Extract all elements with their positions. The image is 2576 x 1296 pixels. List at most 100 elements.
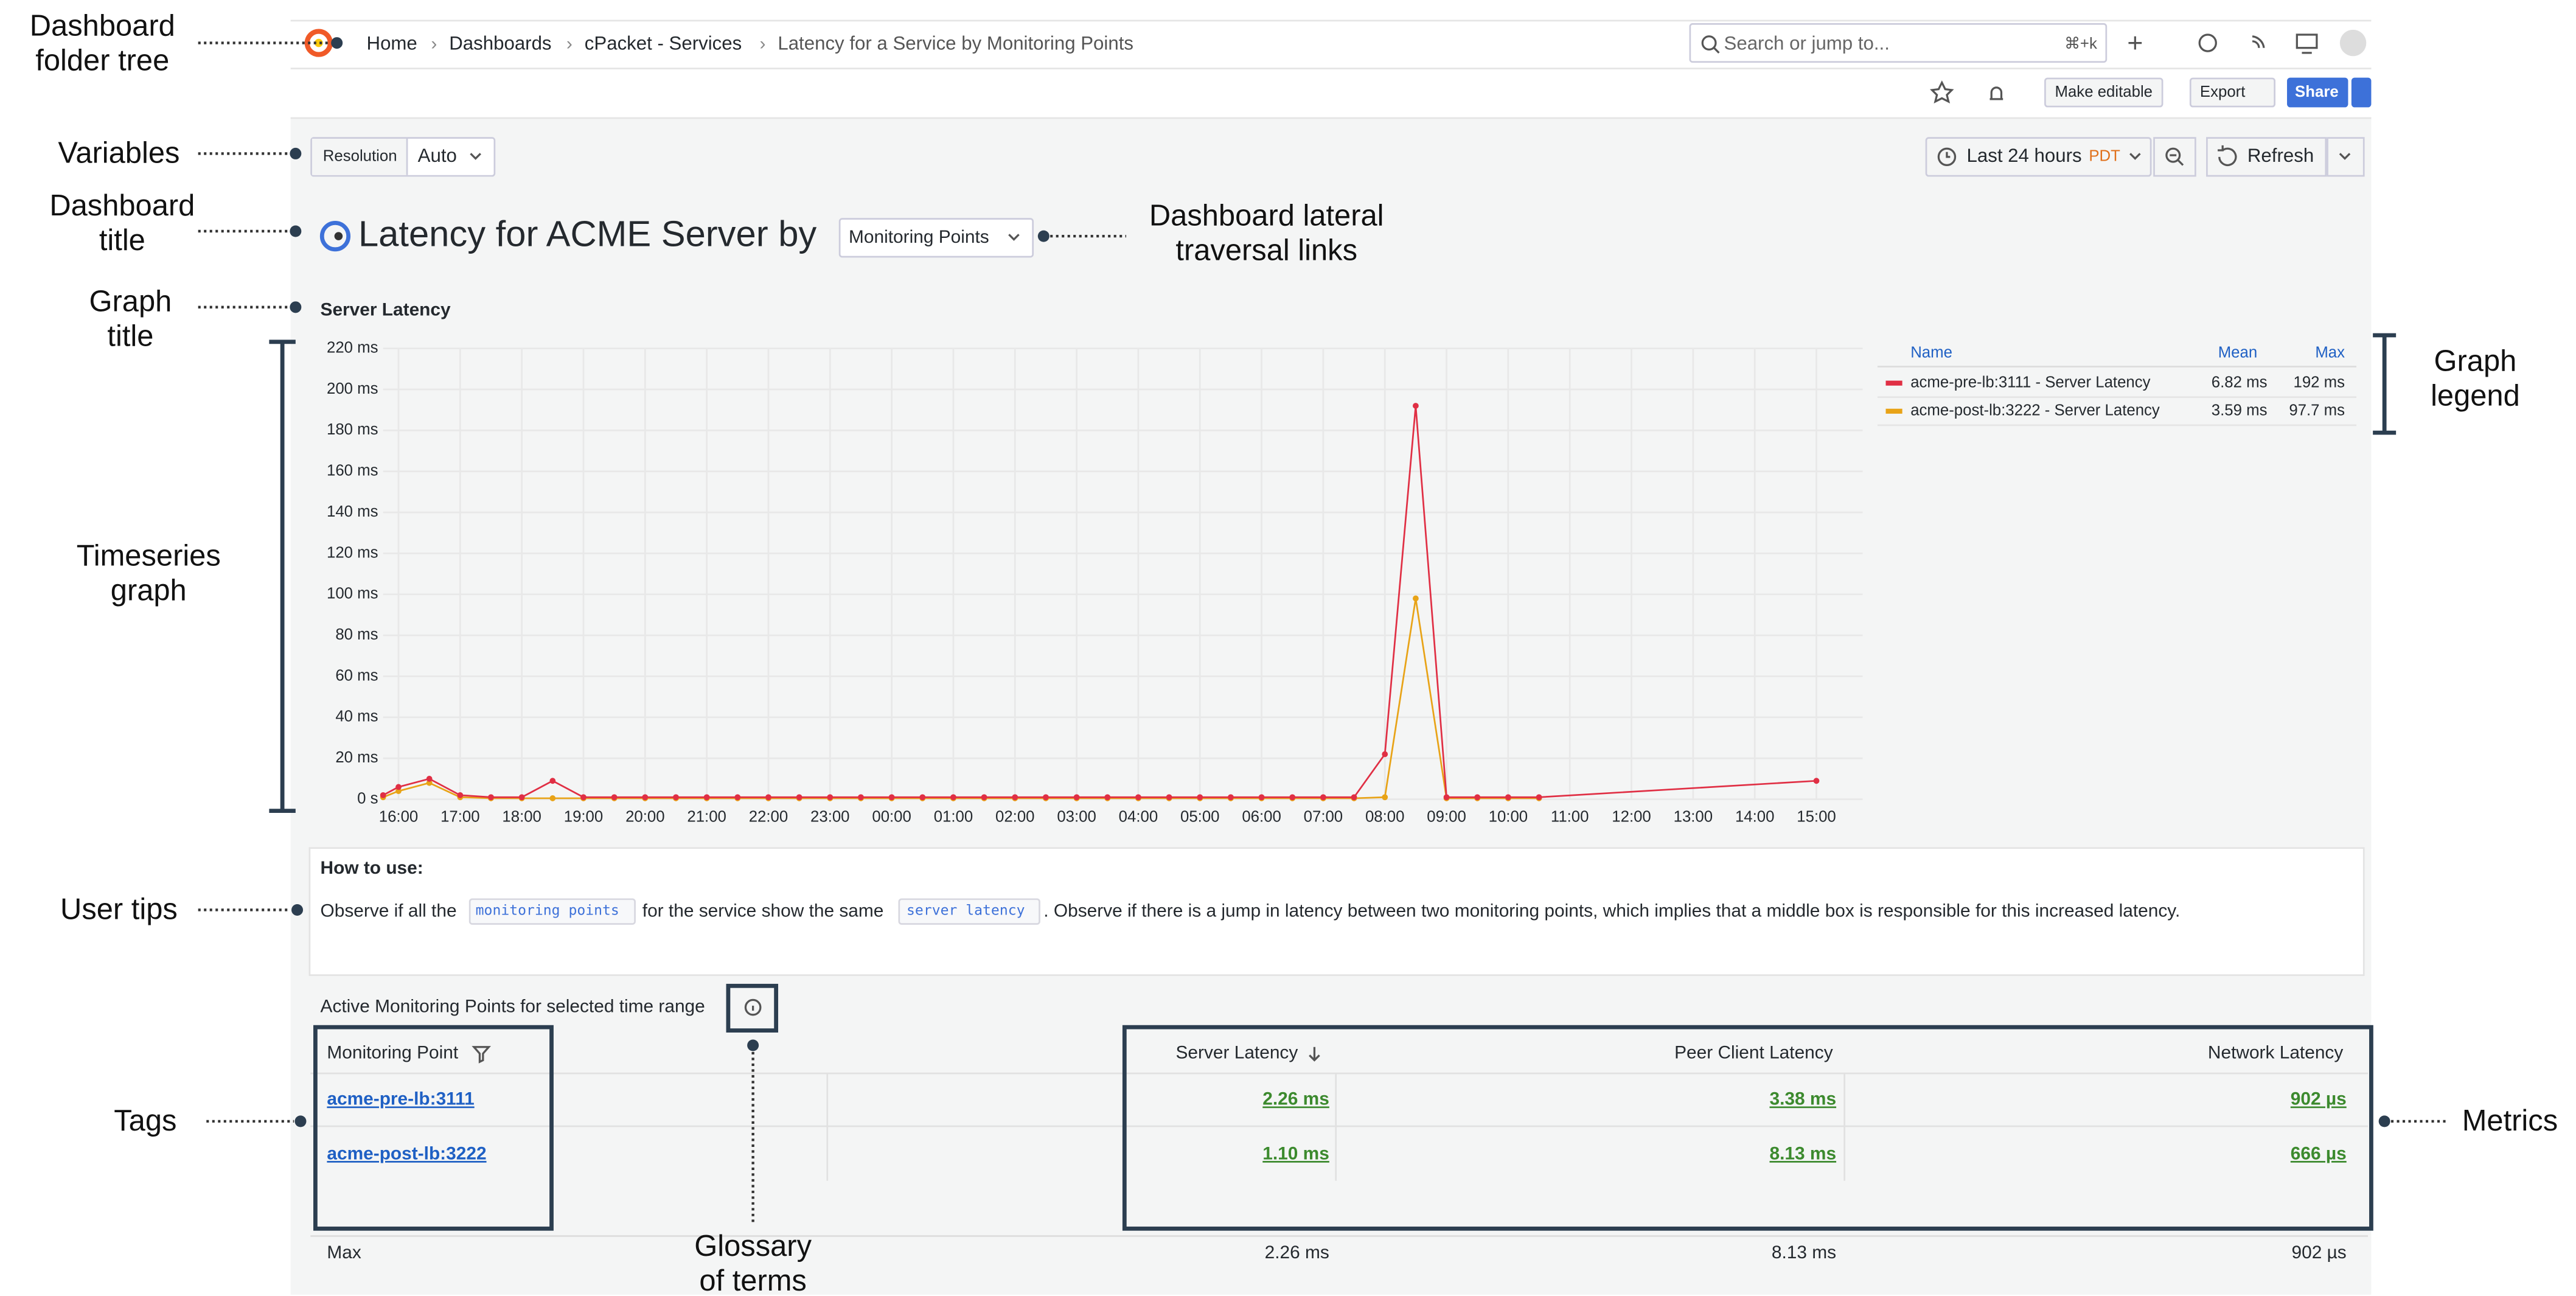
- data-point: [703, 794, 710, 801]
- share-label[interactable]: Share: [2295, 83, 2339, 102]
- refresh-button[interactable]: [2206, 137, 2327, 177]
- tip-text: . Observe if there is a jump in latency …: [1043, 901, 2181, 922]
- x-tick-label: 17:00: [440, 808, 479, 825]
- metric-link[interactable]: 8.13 ms: [1769, 1144, 1837, 1165]
- data-point: [426, 779, 433, 786]
- legend-mean: 3.59 ms: [2212, 402, 2268, 419]
- legend-mean: 6.82 ms: [2212, 374, 2268, 391]
- data-point: [888, 794, 895, 801]
- x-tick-label: 14:00: [1735, 808, 1774, 825]
- tip-code-1: [468, 898, 636, 925]
- data-point: [1505, 794, 1511, 801]
- share-dropdown[interactable]: [2351, 77, 2372, 108]
- annotation-label: graph: [110, 573, 187, 607]
- x-tick-label: 18:00: [502, 808, 541, 825]
- legend-name: acme-pre-lb:3111 - Server Latency: [1910, 374, 2150, 391]
- data-point: [1197, 794, 1203, 801]
- annotation-label: Metrics: [2462, 1103, 2558, 1137]
- x-tick-label: 05:00: [1180, 808, 1219, 825]
- breadcrumb[interactable]: cPacket - Services: [584, 34, 742, 55]
- data-point: [1443, 794, 1450, 801]
- footer-cell: 2.26 ms: [1264, 1243, 1329, 1264]
- tag-link[interactable]: acme-pre-lb:3111: [327, 1090, 475, 1110]
- data-point: [580, 794, 587, 801]
- annotation-label: Graph: [89, 284, 172, 318]
- search-box[interactable]: [1689, 23, 2108, 63]
- annotation-label: Dashboard: [29, 8, 175, 41]
- breadcrumb[interactable]: Home: [366, 34, 417, 55]
- dashboard-title: Latency for ACME Server by: [358, 213, 817, 254]
- variable-value[interactable]: Auto: [417, 147, 457, 167]
- search-shortcut: ⌘+k: [2064, 35, 2097, 54]
- legend-swatch: [1885, 408, 1902, 414]
- y-tick-label: 40 ms: [335, 708, 378, 725]
- annotation-label: Dashboard lateral: [1149, 198, 1384, 231]
- search-placeholder: Search or jump to...: [1724, 34, 1890, 55]
- dashboard-icon: [319, 221, 351, 252]
- annotation-label: legend: [2431, 378, 2520, 411]
- annotation-label: Timeseries: [76, 538, 221, 572]
- x-tick-label: 03:00: [1057, 808, 1096, 825]
- breadcrumb[interactable]: Dashboards: [449, 34, 552, 55]
- tip-text: Observe if all the: [320, 901, 457, 922]
- data-point: [1104, 794, 1111, 801]
- x-tick-label: 04:00: [1119, 808, 1158, 825]
- y-tick-label: 200 ms: [327, 380, 378, 397]
- legend-header: Mean: [2218, 344, 2257, 361]
- data-point: [395, 788, 402, 795]
- lateral-link[interactable]: Monitoring Points: [849, 228, 989, 248]
- annotation-label: User tips: [60, 891, 178, 925]
- y-tick-label: 180 ms: [327, 421, 378, 438]
- column-header[interactable]: Monitoring Point: [327, 1043, 459, 1064]
- panel-title: Server Latency: [320, 300, 451, 321]
- metric-link[interactable]: 2.26 ms: [1262, 1090, 1329, 1110]
- x-tick-label: 00:00: [872, 808, 911, 825]
- column-header[interactable]: Peer Client Latency: [1674, 1043, 1833, 1064]
- column-header[interactable]: Network Latency: [2207, 1043, 2344, 1064]
- annotation-label: traversal links: [1175, 232, 1358, 266]
- annotation-label: title: [99, 223, 145, 256]
- breadcrumb-separator: ›: [566, 34, 573, 55]
- time-range[interactable]: Last 24 hours: [1966, 147, 2082, 167]
- refresh-label[interactable]: Refresh: [2247, 147, 2314, 167]
- data-point: [1166, 794, 1172, 801]
- tag-link[interactable]: acme-post-lb:3222: [327, 1144, 487, 1165]
- annotation-label: Graph: [2434, 343, 2517, 377]
- legend-swatch: [1885, 380, 1902, 386]
- metric-link[interactable]: 3.38 ms: [1769, 1090, 1837, 1110]
- make-editable-button[interactable]: [2044, 77, 2163, 108]
- legend-max: 97.7 ms: [2289, 402, 2345, 419]
- data-point: [981, 794, 987, 801]
- metric-link[interactable]: 1.10 ms: [1262, 1144, 1329, 1165]
- footer-cell: 902 µs: [2291, 1243, 2347, 1264]
- nav-icons: [470, 33, 2351, 1064]
- x-tick-label: 01:00: [934, 808, 973, 825]
- data-point: [1382, 794, 1388, 801]
- variable-label-bg: [312, 138, 408, 175]
- y-tick-label: 20 ms: [335, 749, 378, 766]
- data-point: [1073, 794, 1080, 801]
- export-label[interactable]: Export: [2199, 83, 2246, 102]
- data-point: [1228, 794, 1234, 801]
- make-editable-label[interactable]: Make editable: [2055, 83, 2153, 102]
- avatar: [2339, 29, 2367, 57]
- footer-cell: 8.13 ms: [1771, 1243, 1837, 1264]
- column-header[interactable]: Server Latency: [1175, 1043, 1298, 1064]
- breadcrumb-separator: ›: [759, 34, 766, 55]
- data-point: [950, 794, 956, 801]
- y-tick-label: 80 ms: [335, 626, 378, 643]
- x-tick-label: 08:00: [1365, 808, 1404, 825]
- export-button[interactable]: [2189, 77, 2276, 108]
- metric-link[interactable]: 666 µs: [2290, 1144, 2347, 1165]
- metric-link[interactable]: 902 µs: [2290, 1090, 2347, 1110]
- share-button[interactable]: [2287, 77, 2348, 108]
- tip-code-2: [898, 898, 1040, 925]
- zoom-out-button[interactable]: [2153, 137, 2196, 177]
- footer-cell: Max: [327, 1243, 361, 1264]
- data-point: [765, 794, 771, 801]
- time-picker[interactable]: [1925, 137, 2152, 177]
- lateral-link-dropdown[interactable]: [838, 218, 1034, 258]
- data-point: [1320, 794, 1326, 801]
